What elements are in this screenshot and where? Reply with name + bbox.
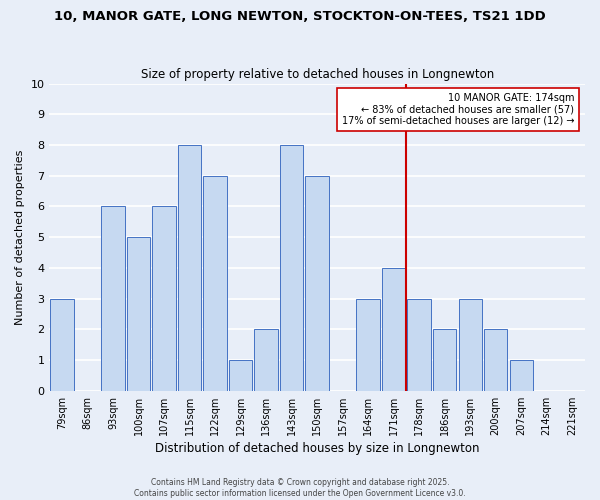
Bar bbox=[458, 298, 482, 391]
Bar bbox=[229, 360, 253, 391]
Bar bbox=[484, 330, 508, 391]
Bar bbox=[407, 298, 431, 391]
Bar bbox=[433, 330, 457, 391]
Bar bbox=[254, 330, 278, 391]
Bar bbox=[382, 268, 406, 391]
Bar bbox=[127, 237, 151, 391]
Bar bbox=[178, 145, 202, 391]
Bar bbox=[50, 298, 74, 391]
Text: Contains HM Land Registry data © Crown copyright and database right 2025.
Contai: Contains HM Land Registry data © Crown c… bbox=[134, 478, 466, 498]
Bar bbox=[203, 176, 227, 391]
Text: 10, MANOR GATE, LONG NEWTON, STOCKTON-ON-TEES, TS21 1DD: 10, MANOR GATE, LONG NEWTON, STOCKTON-ON… bbox=[54, 10, 546, 23]
X-axis label: Distribution of detached houses by size in Longnewton: Distribution of detached houses by size … bbox=[155, 442, 479, 455]
Bar bbox=[280, 145, 304, 391]
Bar bbox=[101, 206, 125, 391]
Y-axis label: Number of detached properties: Number of detached properties bbox=[15, 150, 25, 325]
Text: 10 MANOR GATE: 174sqm
← 83% of detached houses are smaller (57)
17% of semi-deta: 10 MANOR GATE: 174sqm ← 83% of detached … bbox=[342, 93, 574, 126]
Title: Size of property relative to detached houses in Longnewton: Size of property relative to detached ho… bbox=[140, 68, 494, 81]
Bar bbox=[356, 298, 380, 391]
Bar bbox=[152, 206, 176, 391]
Bar bbox=[509, 360, 533, 391]
Bar bbox=[305, 176, 329, 391]
